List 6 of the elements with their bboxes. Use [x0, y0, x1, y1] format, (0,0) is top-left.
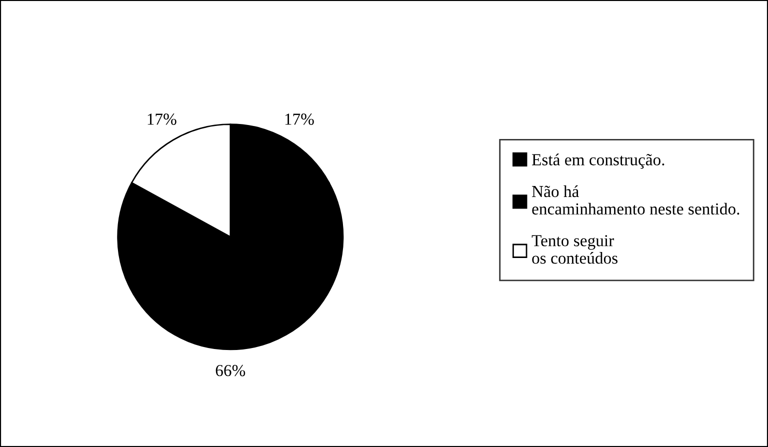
data-label: 17%: [148, 114, 176, 125]
data-label: 17%: [285, 114, 314, 125]
legend-label: Tento seguir os conteúdos: [532, 235, 618, 264]
legend-label: Está em construção.: [532, 154, 664, 169]
legend-label: Não há encaminhamento neste sentido.: [532, 185, 740, 215]
data-label: 66%: [216, 364, 246, 376]
